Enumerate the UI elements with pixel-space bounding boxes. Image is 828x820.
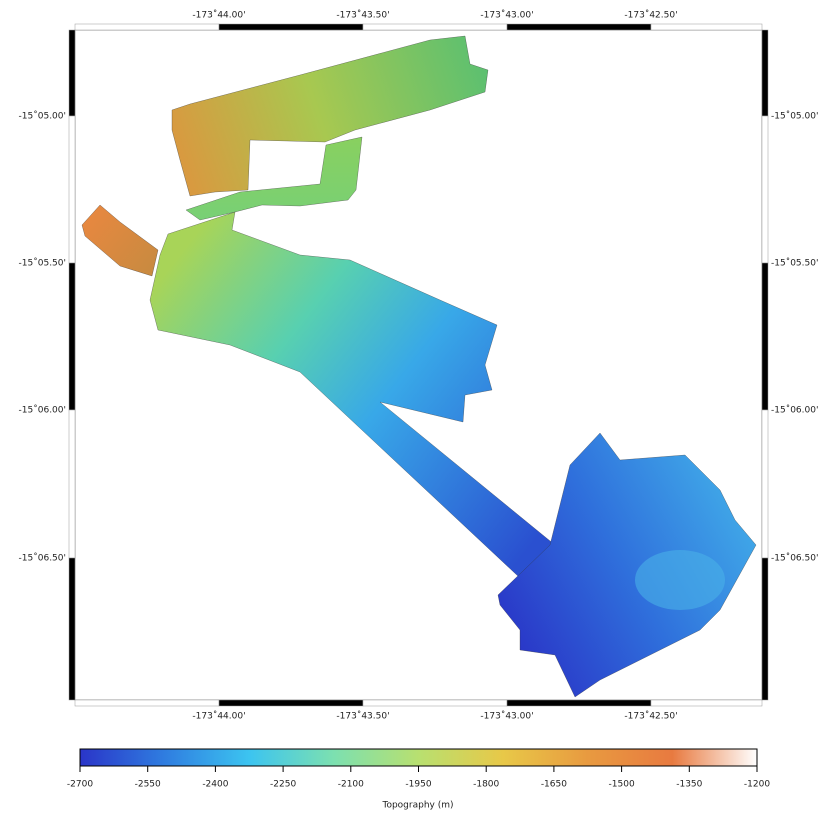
lat-tick-label: -15˚06.00' xyxy=(19,405,66,416)
survey-patch xyxy=(635,550,725,610)
border-segment xyxy=(75,700,219,706)
border-segment xyxy=(507,700,651,706)
border-segment xyxy=(69,410,75,558)
lon-tick-label: -173˚42.50' xyxy=(624,10,677,21)
border-segment xyxy=(651,24,762,30)
lon-tick-label: -173˚43.50' xyxy=(336,711,389,722)
border-segment xyxy=(363,24,507,30)
colorbar-tick-label: -1350 xyxy=(676,780,702,790)
border-segment xyxy=(69,30,75,116)
lat-tick-label: -15˚05.50' xyxy=(19,258,66,269)
lon-tick-label: -173˚42.50' xyxy=(624,711,677,722)
border-segment xyxy=(651,700,762,706)
colorbar-tick-label: -2700 xyxy=(67,780,93,790)
lat-tick-label: -15˚05.50' xyxy=(771,258,818,269)
border-segment xyxy=(762,263,768,410)
colorbar-tick-label: -2550 xyxy=(135,780,161,790)
lon-tick-label: -173˚43.00' xyxy=(480,10,533,21)
lon-tick-label: -173˚44.00' xyxy=(192,10,245,21)
lon-tick-label: -173˚44.00' xyxy=(192,711,245,722)
lat-tick-label: -15˚06.00' xyxy=(771,405,818,416)
colorbar-tick-label: -2100 xyxy=(338,780,364,790)
page: -173˚44.00' -173˚44.00' -173˚43.50' -173˚43… xyxy=(0,0,828,816)
border-segment xyxy=(69,263,75,410)
border-segment xyxy=(762,116,768,263)
lat-tick-label: -15˚05.00' xyxy=(19,111,66,122)
lon-tick-label: -173˚43.50' xyxy=(336,10,389,21)
map-figure: -173˚44.00' -173˚44.00' -173˚43.50' -173˚43… xyxy=(0,0,828,816)
colorbar-tick-label: -1800 xyxy=(473,780,499,790)
colorbar-tick-label: -1500 xyxy=(609,780,635,790)
lat-tick-label: -15˚06.50' xyxy=(19,553,66,564)
colorbar-tick-label: -2250 xyxy=(270,780,296,790)
border-segment xyxy=(507,24,651,30)
border-segment xyxy=(69,116,75,263)
border-segment xyxy=(762,558,768,700)
border-segment xyxy=(219,24,363,30)
border-segment xyxy=(219,700,363,706)
colorbar: Topography (m) -2700 -2550 -2400 -2250 -2100… xyxy=(67,749,770,811)
colorbar-tick-label: -1950 xyxy=(405,780,431,790)
colorbar-label: Topography (m) xyxy=(381,801,453,811)
colorbar-tick-label: -1650 xyxy=(541,780,567,790)
lat-tick-label: -15˚05.00' xyxy=(771,111,818,122)
lat-tick-label: -15˚06.50' xyxy=(771,553,818,564)
lon-tick-label: -173˚43.00' xyxy=(480,711,533,722)
border-segment xyxy=(363,700,507,706)
colorbar-scale xyxy=(80,749,757,766)
colorbar-tick-label: -2400 xyxy=(202,780,228,790)
border-segment xyxy=(75,24,219,30)
border-segment xyxy=(69,558,75,700)
colorbar-tick-label: -1200 xyxy=(744,780,770,790)
border-segment xyxy=(762,30,768,116)
border-segment xyxy=(762,410,768,558)
